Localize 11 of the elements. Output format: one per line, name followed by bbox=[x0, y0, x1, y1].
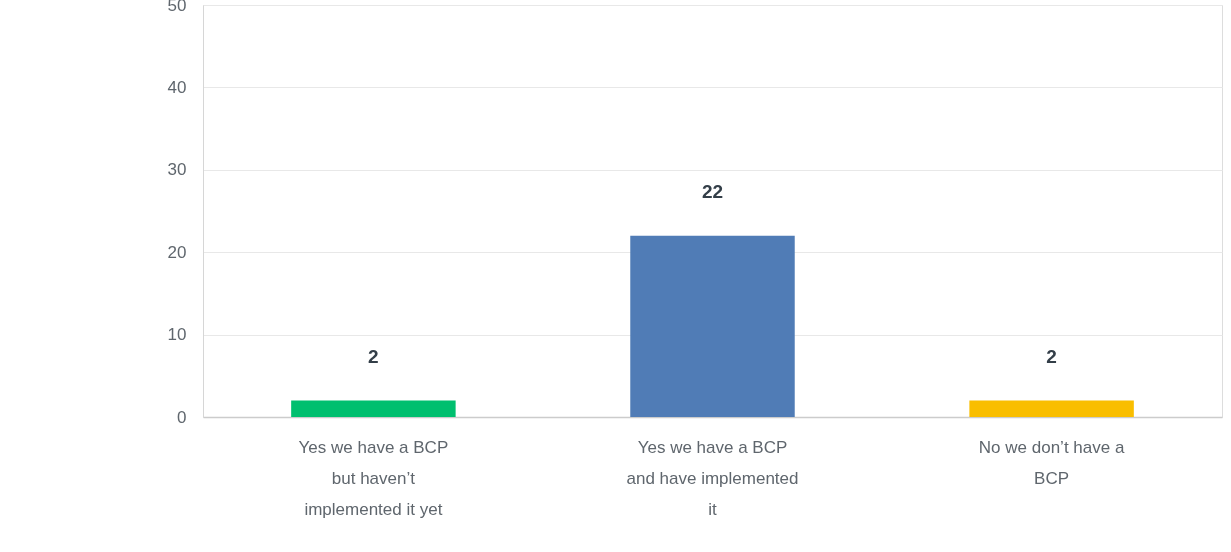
y-tick-label: 10 bbox=[167, 325, 187, 345]
x-tick-label: Yes we have a BCP and have implemented it bbox=[626, 437, 799, 519]
y-tick-label: 20 bbox=[167, 242, 187, 262]
data-label: 2 bbox=[1046, 345, 1057, 367]
y-tick-label: 0 bbox=[177, 407, 187, 427]
data-label: 22 bbox=[701, 180, 724, 202]
x-tick-label: Yes we have a BCP but haven’t implemented it yet bbox=[298, 437, 449, 519]
y-tick-label: 40 bbox=[167, 77, 187, 97]
y-tick-label: 30 bbox=[167, 160, 187, 180]
data-label: 2 bbox=[368, 345, 379, 367]
x-tick-label: No we don’t have a BCP bbox=[978, 437, 1125, 488]
